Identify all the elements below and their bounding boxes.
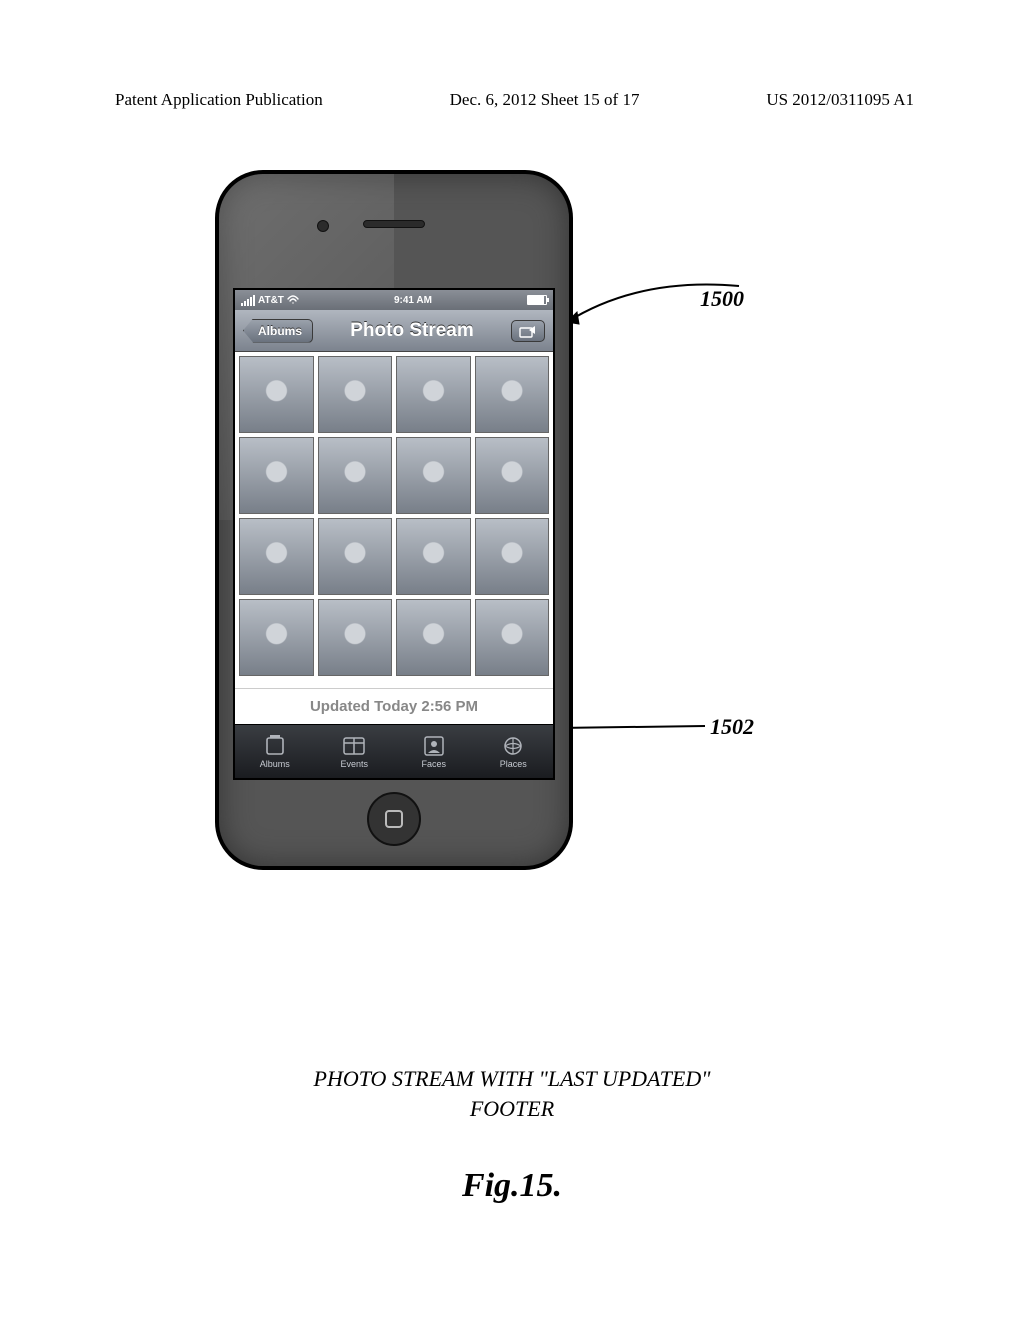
- home-icon: [385, 810, 403, 828]
- photo-thumb[interactable]: [239, 356, 314, 433]
- header-center: Dec. 6, 2012 Sheet 15 of 17: [450, 90, 640, 110]
- tab-label: Albums: [260, 759, 290, 769]
- figure-wrap: 1500 1502 AT&T 9:41 AM Albums: [215, 170, 915, 870]
- carrier-label: AT&T: [258, 295, 284, 306]
- status-left: AT&T: [241, 295, 299, 306]
- faces-icon: [421, 735, 447, 757]
- phone-device: AT&T 9:41 AM Albums Photo Stream: [215, 170, 573, 870]
- photo-thumb[interactable]: [318, 437, 393, 514]
- tab-label: Places: [500, 759, 527, 769]
- places-icon: [500, 735, 526, 757]
- tab-label: Events: [340, 759, 368, 769]
- share-button[interactable]: [511, 320, 545, 342]
- photo-thumb[interactable]: [396, 437, 471, 514]
- front-camera: [317, 220, 329, 232]
- photo-thumb[interactable]: [396, 356, 471, 433]
- earpiece-speaker: [363, 220, 425, 228]
- status-time: 9:41 AM: [394, 295, 432, 306]
- header-right: US 2012/0311095 A1: [766, 90, 914, 110]
- home-button[interactable]: [367, 792, 421, 846]
- caption-line-1: PHOTO STREAM WITH "LAST UPDATED": [0, 1064, 1024, 1094]
- footer-updated: Updated Today 2:56 PM: [235, 688, 553, 724]
- callout-1502: 1502: [710, 714, 754, 740]
- figure-caption: PHOTO STREAM WITH "LAST UPDATED" FOOTER …: [0, 1064, 1024, 1205]
- photo-thumb[interactable]: [396, 518, 471, 595]
- photo-thumb[interactable]: [475, 599, 550, 676]
- events-icon: [341, 735, 367, 757]
- photo-thumb[interactable]: [475, 356, 550, 433]
- tab-events[interactable]: Events: [324, 735, 384, 769]
- photo-thumb[interactable]: [318, 599, 393, 676]
- photo-thumb[interactable]: [318, 518, 393, 595]
- tab-albums[interactable]: Albums: [245, 735, 305, 769]
- figure-number: Fig.15.: [0, 1167, 1024, 1205]
- share-icon: [519, 324, 537, 338]
- photo-thumb[interactable]: [239, 518, 314, 595]
- tab-bar: Albums Events Faces Places: [235, 724, 553, 778]
- tab-label: Faces: [421, 759, 446, 769]
- photo-thumb[interactable]: [475, 437, 550, 514]
- status-bar: AT&T 9:41 AM: [235, 290, 553, 310]
- signal-icon: [241, 295, 255, 306]
- phone-screen: AT&T 9:41 AM Albums Photo Stream: [233, 288, 555, 780]
- callout-1500: 1500: [700, 286, 744, 312]
- caption-line-2: FOOTER: [0, 1094, 1024, 1124]
- albums-icon: [262, 735, 288, 757]
- nav-bar: Albums Photo Stream: [235, 310, 553, 352]
- tab-faces[interactable]: Faces: [404, 735, 464, 769]
- header-left: Patent Application Publication: [115, 90, 323, 110]
- photo-grid: [235, 352, 553, 688]
- page-header: Patent Application Publication Dec. 6, 2…: [0, 0, 1024, 110]
- photo-thumb[interactable]: [239, 437, 314, 514]
- photo-thumb[interactable]: [318, 356, 393, 433]
- tab-places[interactable]: Places: [483, 735, 543, 769]
- back-button[interactable]: Albums: [243, 319, 313, 343]
- battery-icon: [527, 295, 547, 305]
- photo-thumb[interactable]: [396, 599, 471, 676]
- wifi-icon: [287, 295, 299, 305]
- photo-thumb[interactable]: [475, 518, 550, 595]
- photo-thumb[interactable]: [239, 599, 314, 676]
- nav-title: Photo Stream: [350, 320, 474, 342]
